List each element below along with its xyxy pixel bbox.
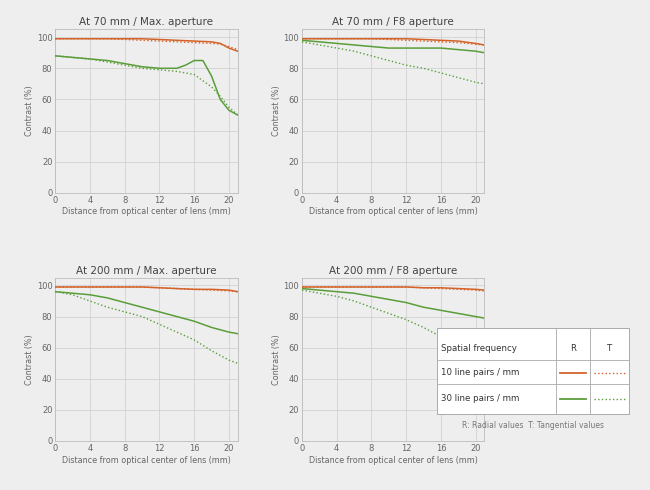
Text: T: T [606, 343, 612, 352]
Y-axis label: Contrast (%): Contrast (%) [272, 334, 281, 385]
Text: R: Radial values  T: Tangential values: R: Radial values T: Tangential values [462, 421, 604, 430]
Title: At 200 mm / Max. aperture: At 200 mm / Max. aperture [76, 266, 216, 275]
Text: 30 line pairs / mm: 30 line pairs / mm [441, 394, 519, 403]
Text: R: R [570, 343, 576, 352]
Title: At 70 mm / F8 aperture: At 70 mm / F8 aperture [332, 17, 454, 27]
FancyBboxPatch shape [437, 328, 629, 414]
X-axis label: Distance from optical center of lens (mm): Distance from optical center of lens (mm… [309, 207, 478, 216]
X-axis label: Distance from optical center of lens (mm): Distance from optical center of lens (mm… [309, 456, 478, 465]
Title: At 200 mm / F8 aperture: At 200 mm / F8 aperture [329, 266, 457, 275]
Title: At 70 mm / Max. aperture: At 70 mm / Max. aperture [79, 17, 213, 27]
X-axis label: Distance from optical center of lens (mm): Distance from optical center of lens (mm… [62, 207, 231, 216]
Text: Spatial frequency: Spatial frequency [441, 343, 517, 352]
Y-axis label: Contrast (%): Contrast (%) [25, 86, 34, 136]
Y-axis label: Contrast (%): Contrast (%) [25, 334, 34, 385]
Text: 10 line pairs / mm: 10 line pairs / mm [441, 368, 519, 377]
Y-axis label: Contrast (%): Contrast (%) [272, 86, 281, 136]
X-axis label: Distance from optical center of lens (mm): Distance from optical center of lens (mm… [62, 456, 231, 465]
